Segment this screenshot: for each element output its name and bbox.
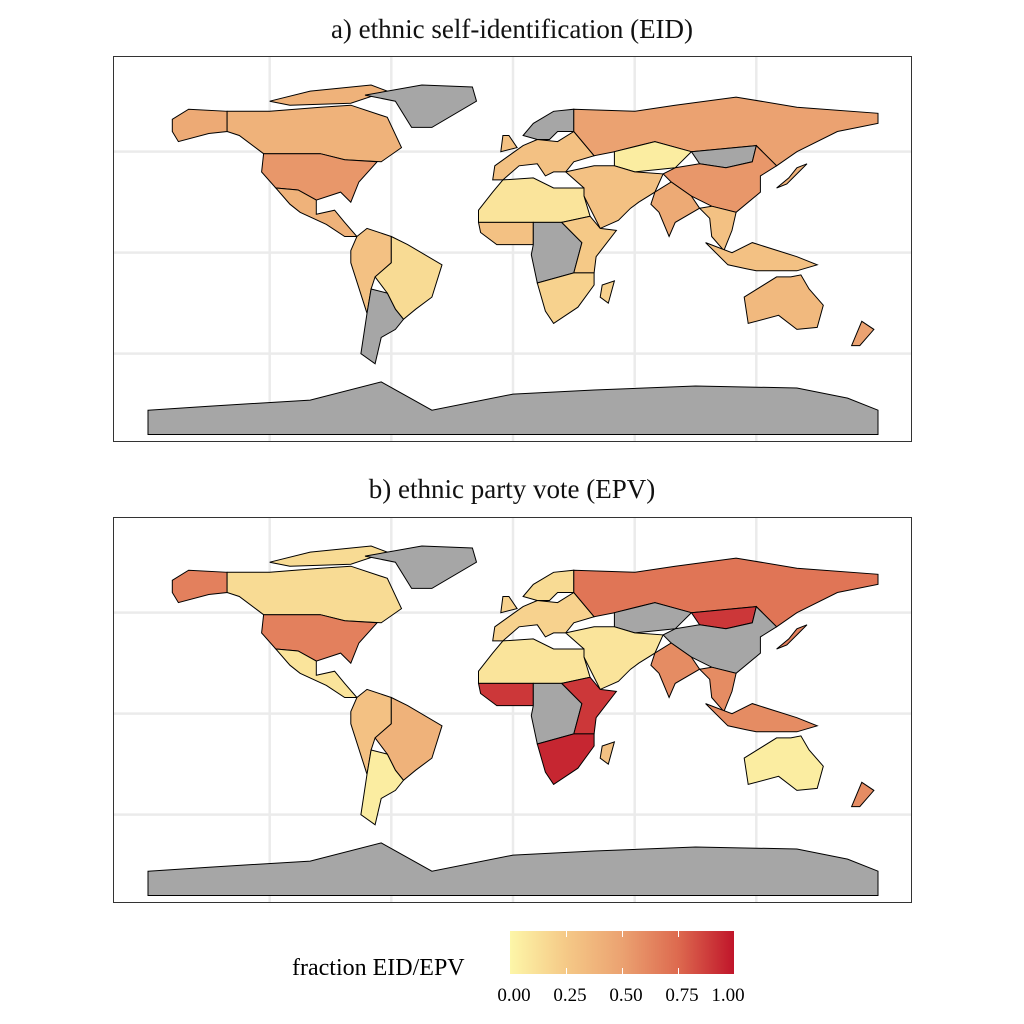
legend-title: fraction EID/EPV [292, 955, 465, 981]
map-panel-b [113, 517, 912, 903]
region-scandinavia [522, 108, 575, 140]
region-southeast-asia [698, 205, 737, 252]
region-japan [776, 163, 808, 189]
region-uk [500, 135, 518, 153]
region-greenland [364, 545, 478, 589]
region-japan [776, 624, 808, 650]
region-new-zealand [850, 320, 875, 347]
legend-tick: 0.25 [553, 985, 587, 1006]
region-madagascar [599, 741, 616, 766]
region-usa [261, 153, 379, 204]
region-europe [492, 591, 595, 642]
region-india [650, 642, 701, 699]
region-southeast-asia [698, 666, 737, 713]
region-russia [573, 557, 879, 628]
region-canada [226, 565, 403, 624]
region-north-africa [478, 638, 591, 684]
region-scandinavia [522, 569, 575, 601]
region-new-zealand [850, 781, 875, 808]
region-madagascar [599, 280, 616, 305]
region-east-africa [560, 676, 618, 735]
region-argentina [360, 749, 405, 826]
panel-b-title: b) ethnic party vote (EPV) [368, 474, 656, 504]
legend-colorbar [510, 931, 734, 974]
region-india [650, 181, 701, 238]
legend-tick: 0.75 [665, 985, 699, 1006]
region-andes [350, 688, 392, 775]
region-uk [500, 596, 518, 614]
region-australia [743, 274, 824, 330]
region-north-africa [478, 177, 591, 223]
region-argentina [360, 288, 405, 365]
region-mexico-central-america [274, 187, 358, 237]
map-panel-a [113, 56, 912, 442]
region-australia [743, 735, 824, 791]
region-southern-africa [536, 272, 595, 325]
region-west-africa [477, 682, 534, 707]
region-southern-africa [536, 733, 595, 786]
region-west-africa [477, 221, 534, 246]
region-east-africa [560, 215, 618, 274]
region-usa [261, 614, 379, 665]
region-alaska [171, 569, 228, 604]
region-antarctica [147, 381, 879, 435]
region-alaska [171, 108, 228, 143]
region-russia [573, 96, 879, 167]
region-indonesia [705, 242, 819, 272]
region-europe [492, 130, 595, 181]
region-mexico-central-america [274, 648, 358, 698]
legend-tick: 0.50 [609, 985, 643, 1006]
region-antarctica [147, 842, 879, 896]
legend-tick: 1.00 [711, 985, 745, 1006]
region-andes [350, 227, 392, 314]
region-canada [226, 104, 403, 163]
panel-a-title: a) ethnic self-identification (EID) [330, 14, 694, 44]
legend-tick: 0.00 [497, 985, 531, 1006]
region-indonesia [705, 703, 819, 733]
region-greenland [364, 84, 478, 128]
